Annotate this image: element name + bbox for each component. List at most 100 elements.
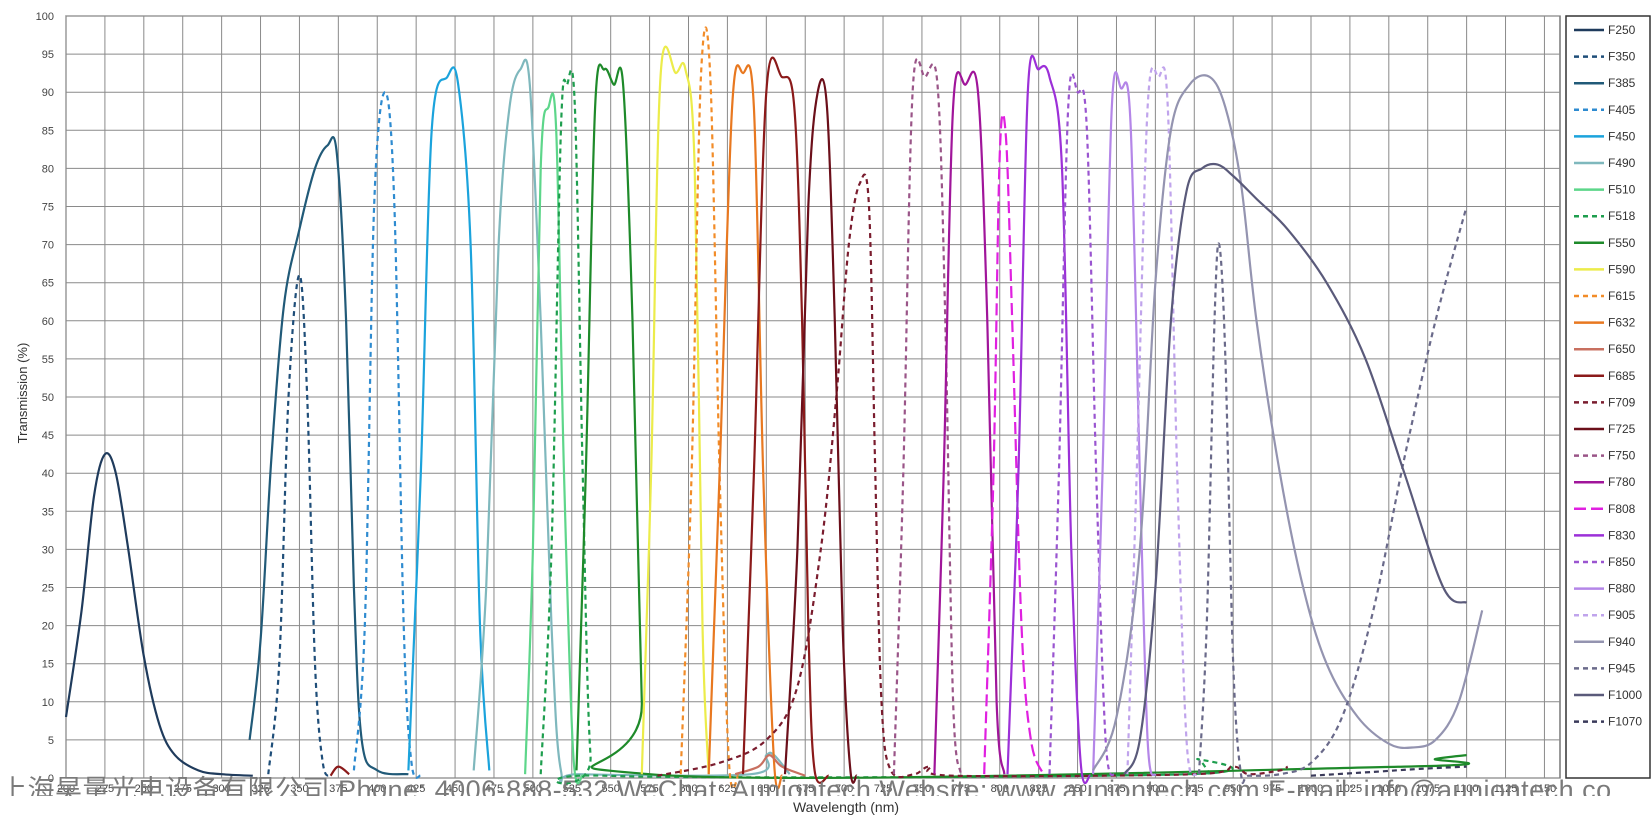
y-tick-label: 5 (48, 735, 54, 747)
y-tick-label: 80 (42, 163, 54, 175)
series-line-f940 (1092, 74, 1484, 771)
series-line-f808 (983, 113, 1045, 775)
x-tick-label: 975 (1263, 783, 1281, 795)
series-line-f450 (407, 66, 491, 771)
series-line-f632 (707, 64, 783, 790)
legend-label: F750 (1608, 449, 1636, 463)
y-tick-label: 0 (48, 773, 54, 785)
legend-label: F510 (1608, 183, 1636, 197)
series-line-f880 (1092, 71, 1157, 777)
series-line-f510 (524, 92, 584, 785)
x-tick-label: 775 (952, 783, 970, 795)
series-line-f490 (472, 58, 791, 784)
x-tick-label: 525 (563, 783, 581, 795)
y-tick-label: 50 (42, 392, 54, 404)
legend-label: F780 (1608, 475, 1636, 489)
series-line-f1000 (1123, 162, 1468, 775)
legend-label: F1000 (1608, 688, 1642, 702)
legend-label: F550 (1608, 236, 1636, 250)
x-tick-label: 800 (991, 783, 1009, 795)
x-tick-label: 375 (329, 783, 347, 795)
y-tick-label: 40 (42, 468, 54, 480)
legend-label: F450 (1608, 129, 1636, 143)
x-tick-label: 700 (835, 783, 853, 795)
x-tick-label: 300 (212, 783, 230, 795)
x-tick-label: 350 (290, 783, 308, 795)
legend-label: F945 (1608, 661, 1636, 675)
series-line-f385 (248, 136, 409, 776)
x-tick-label: 1075 (1415, 783, 1439, 795)
x-tick-label: 575 (640, 783, 658, 795)
series-line-f685 (329, 765, 350, 777)
y-tick-label: 10 (42, 697, 54, 709)
y-tick-label: 35 (42, 506, 54, 518)
x-tick-label: 275 (174, 783, 192, 795)
y-tick-label: 70 (42, 240, 54, 252)
legend-label: F725 (1608, 422, 1636, 436)
series-line-f685 (741, 56, 830, 784)
legend-box (1565, 15, 1651, 779)
grid (65, 15, 1561, 779)
legend-label: F518 (1608, 209, 1636, 223)
legend-label: F709 (1608, 395, 1636, 409)
y-tick-label: 100 (36, 11, 54, 23)
legend-label: F250 (1608, 23, 1636, 37)
x-tick-label: 750 (913, 783, 931, 795)
x-tick-label: 425 (407, 783, 425, 795)
legend-label: F850 (1608, 555, 1636, 569)
x-tick-label: 200 (57, 783, 75, 795)
company-watermark: 上海昊量光电设备有限公司 Phone: 4006-888-532 WeChat:… (0, 775, 1612, 796)
y-tick-label: 45 (42, 430, 54, 442)
x-tick-label: 400 (368, 783, 386, 795)
legend-label: F940 (1608, 635, 1636, 649)
legend-label: F350 (1608, 50, 1636, 64)
x-tick-label: 875 (1107, 783, 1125, 795)
y-tick-label: 30 (42, 544, 54, 556)
y-tick-label: 95 (42, 49, 54, 61)
y-tick-label: 20 (42, 621, 54, 633)
legend-label: F385 (1608, 76, 1636, 90)
x-tick-label: 625 (718, 783, 736, 795)
series-line-f750 (892, 57, 962, 775)
x-tick-label: 475 (485, 783, 503, 795)
x-tick-label: 850 (1068, 783, 1086, 795)
x-tick-label: 725 (874, 783, 892, 795)
legend-label: F905 (1608, 608, 1636, 622)
series-line-f518 (539, 68, 1234, 785)
series-line-f650 (734, 754, 806, 777)
series-line-f250 (64, 452, 253, 777)
y-tick-label: 65 (42, 278, 54, 290)
x-tick-label: 675 (796, 783, 814, 795)
y-tick-label: 75 (42, 202, 54, 214)
series-line-f780 (933, 70, 1006, 775)
series-line-f850 (1048, 72, 1116, 777)
x-tick-label: 650 (757, 783, 775, 795)
x-tick-label: 250 (135, 783, 153, 795)
legend-label: F1070 (1608, 715, 1642, 729)
series-lines (64, 26, 1484, 790)
x-tick-label: 825 (1029, 783, 1047, 795)
x-tick-label: 1050 (1377, 783, 1401, 795)
legend-label: F405 (1608, 103, 1636, 117)
series-line-f830 (1006, 54, 1092, 785)
y-tick-label: 60 (42, 316, 54, 328)
x-tick-label: 1000 (1299, 783, 1323, 795)
x-axis-label: Wavelength (nm) (793, 799, 899, 815)
x-tick-label: 900 (1146, 783, 1164, 795)
y-axis-label: Transmission (%) (15, 343, 30, 444)
series-line-f945 (1197, 206, 1468, 784)
legend-label: F880 (1608, 582, 1636, 596)
legend-label: F830 (1608, 528, 1636, 542)
x-tick-label: 925 (1185, 783, 1203, 795)
series-line-f725 (783, 78, 858, 784)
legend: F250 F350 F385 F405 F450 F490 F510 F518 F550 F590… (1565, 15, 1651, 779)
axes: 200 225 250 275 300 325 350 375 400 425 450 475 500 5… (36, 11, 1557, 795)
x-tick-label: 1100 (1455, 783, 1479, 795)
series-line-f1070 (1310, 765, 1467, 777)
legend-label: F632 (1608, 316, 1636, 330)
series-line-f590 (640, 45, 710, 775)
x-tick-label: 225 (96, 783, 114, 795)
legend-label: F685 (1608, 369, 1636, 383)
series-line-f550 (575, 63, 1471, 780)
